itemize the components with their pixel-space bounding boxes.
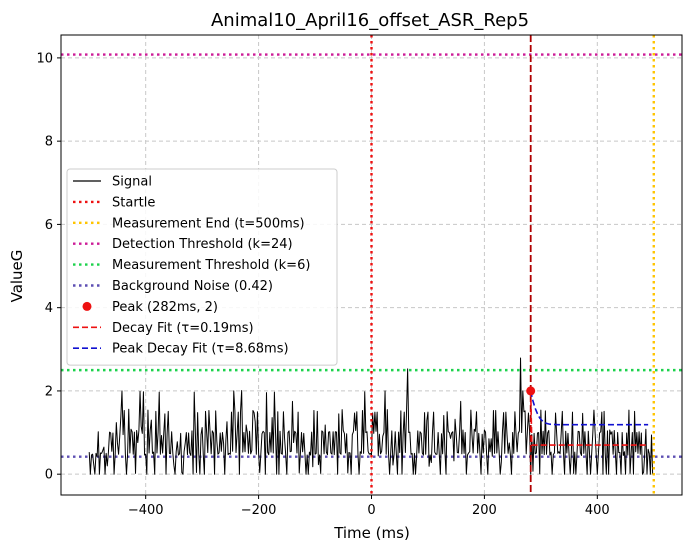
- legend-label-2: Measurement End (t=500ms): [112, 216, 305, 231]
- legend: Signal Startle Measurement End (t=500ms) De…: [66, 168, 338, 366]
- legend-box: [66, 168, 338, 366]
- x-tick-label-0: −400: [128, 503, 164, 518]
- legend-label-0: Signal: [112, 175, 152, 190]
- legend-label-6: Peak (282ms, 2): [112, 300, 218, 315]
- x-axis-label: Time (ms): [333, 524, 410, 542]
- x-axis: −400 −200 0 200 400: [128, 495, 610, 518]
- chart-title: Animal10_April16_offset_ASR_Rep5: [211, 10, 529, 31]
- x-tick-label-1: −200: [241, 503, 277, 518]
- legend-entry-2: Measurement End (t=500ms): [73, 216, 305, 231]
- legend-swatch-6: [82, 301, 92, 311]
- legend-entry-4: Measurement Threshold (k=6): [73, 258, 310, 273]
- decay-fit-line: [529, 390, 649, 446]
- x-tick-label-2: 0: [367, 503, 375, 518]
- legend-entry-1: Startle: [73, 195, 155, 210]
- legend-entry-5: Background Noise (0.42): [73, 279, 273, 294]
- peak-marker: [526, 386, 536, 396]
- legend-label-5: Background Noise (0.42): [112, 279, 273, 294]
- plot-area: [61, 35, 682, 495]
- y-axis: 0 2 4 6 8 10: [36, 51, 61, 483]
- legend-label-4: Measurement Threshold (k=6): [112, 258, 310, 273]
- x-tick-label-3: 200: [472, 503, 497, 518]
- legend-label-7: Decay Fit (τ=0.19ms): [112, 321, 254, 336]
- y-axis-label: ValueG: [8, 250, 26, 303]
- y-tick-label-3: 6: [45, 218, 53, 233]
- signal-line: [88, 357, 654, 475]
- legend-entry-3: Detection Threshold (k=24): [73, 237, 293, 252]
- legend-entry-7: Decay Fit (τ=0.19ms): [73, 321, 254, 336]
- peak-decay-fit-line: [529, 390, 649, 426]
- y-tick-label-2: 4: [45, 301, 53, 316]
- legend-label-1: Startle: [112, 195, 155, 210]
- legend-entry-8: Peak Decay Fit (τ=8.68ms): [73, 342, 289, 357]
- x-tick-label-4: 400: [585, 503, 610, 518]
- legend-entry-0: Signal: [73, 175, 152, 190]
- y-tick-label-1: 2: [45, 384, 53, 399]
- y-tick-label-4: 8: [45, 135, 53, 150]
- legend-entry-6: Peak (282ms, 2): [82, 300, 218, 315]
- y-tick-label-5: 10: [36, 51, 53, 66]
- legend-label-3: Detection Threshold (k=24): [112, 237, 293, 252]
- y-tick-label-0: 0: [45, 468, 53, 483]
- legend-label-8: Peak Decay Fit (τ=8.68ms): [112, 342, 289, 357]
